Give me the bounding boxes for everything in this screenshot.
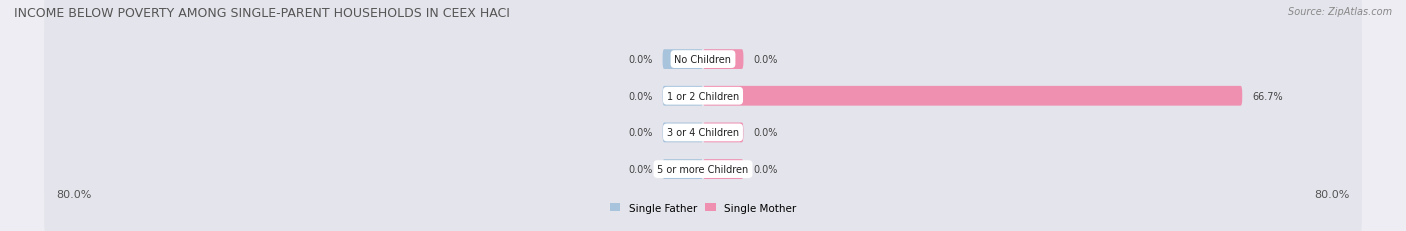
Text: Source: ZipAtlas.com: Source: ZipAtlas.com (1288, 7, 1392, 17)
FancyBboxPatch shape (703, 86, 1243, 106)
FancyBboxPatch shape (703, 123, 744, 143)
Text: 0.0%: 0.0% (628, 164, 652, 174)
Text: 0.0%: 0.0% (628, 55, 652, 65)
FancyBboxPatch shape (662, 159, 703, 179)
FancyBboxPatch shape (44, 103, 1362, 231)
Text: 0.0%: 0.0% (754, 164, 778, 174)
Text: No Children: No Children (675, 55, 731, 65)
FancyBboxPatch shape (44, 0, 1362, 126)
FancyBboxPatch shape (703, 50, 744, 70)
Text: 0.0%: 0.0% (754, 128, 778, 138)
Text: 80.0%: 80.0% (1315, 189, 1350, 199)
Text: 1 or 2 Children: 1 or 2 Children (666, 91, 740, 101)
FancyBboxPatch shape (662, 123, 703, 143)
FancyBboxPatch shape (44, 67, 1362, 199)
FancyBboxPatch shape (662, 86, 703, 106)
Text: 0.0%: 0.0% (628, 91, 652, 101)
Text: 3 or 4 Children: 3 or 4 Children (666, 128, 740, 138)
Text: 80.0%: 80.0% (56, 189, 91, 199)
Text: 5 or more Children: 5 or more Children (658, 164, 748, 174)
Text: 0.0%: 0.0% (628, 128, 652, 138)
FancyBboxPatch shape (44, 30, 1362, 162)
Text: 66.7%: 66.7% (1251, 91, 1282, 101)
Legend: Single Father, Single Mother: Single Father, Single Mother (606, 198, 800, 217)
Text: INCOME BELOW POVERTY AMONG SINGLE-PARENT HOUSEHOLDS IN CEEX HACI: INCOME BELOW POVERTY AMONG SINGLE-PARENT… (14, 7, 510, 20)
FancyBboxPatch shape (662, 50, 703, 70)
FancyBboxPatch shape (703, 159, 744, 179)
Text: 0.0%: 0.0% (754, 55, 778, 65)
